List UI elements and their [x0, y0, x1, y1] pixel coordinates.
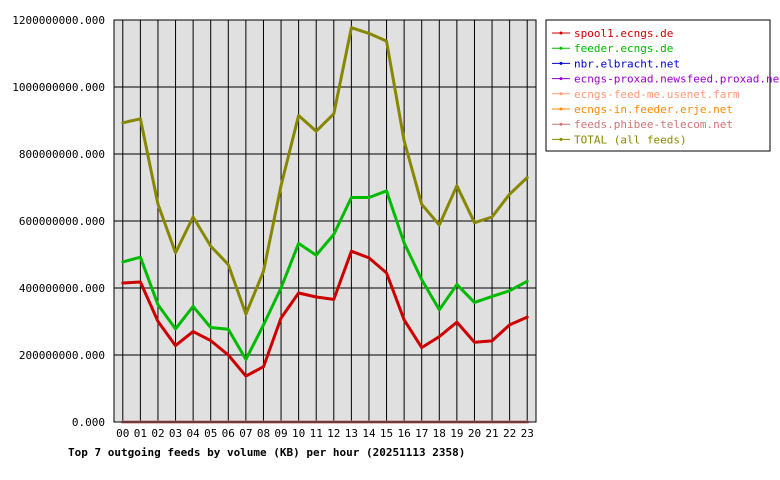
x-tick-label: 11	[310, 427, 323, 440]
legend-label: ecngs-in.feeder.erje.net	[574, 103, 733, 116]
legend-marker	[559, 92, 563, 96]
x-tick-label: 10	[292, 427, 305, 440]
y-tick-label: 800000000.000	[19, 148, 105, 161]
y-tick-label: 200000000.000	[19, 349, 105, 362]
x-tick-label: 23	[521, 427, 534, 440]
plot-border	[113, 19, 537, 423]
x-tick-label: 21	[485, 427, 498, 440]
x-tick-label: 00	[116, 427, 129, 440]
x-tick-label: 17	[415, 427, 428, 440]
legend-label: TOTAL (all feeds)	[574, 133, 687, 146]
legend-label: feeder.ecngs.de	[574, 42, 673, 55]
y-tick-label: 1200000000.000	[12, 14, 105, 27]
x-tick-label: 22	[503, 427, 516, 440]
x-tick-label: 12	[327, 427, 340, 440]
x-tick-label: 14	[362, 427, 376, 440]
y-tick-label: 1000000000.000	[12, 81, 105, 94]
legend-marker	[559, 137, 563, 141]
x-tick-label: 08	[257, 427, 270, 440]
legend-marker	[559, 122, 563, 126]
grid-lines	[114, 19, 536, 423]
x-axis-tick-labels: 00 01 02 03 04 05 06 07 08 09 10 11 12 13 14 15 16 17 18 19…	[116, 427, 534, 440]
x-tick-label: 05	[204, 427, 217, 440]
legend-box	[545, 19, 771, 152]
legend-label: nbr.elbracht.net	[574, 57, 680, 70]
y-tick-label: 400000000.000	[19, 282, 105, 295]
series-line-7	[121, 26, 529, 316]
x-tick-label: 03	[169, 427, 182, 440]
series-line-0	[121, 249, 529, 378]
y-tick-label: 600000000.000	[19, 215, 105, 228]
legend-label: feeds.phibee-telecom.net	[574, 118, 733, 131]
legend-marker	[559, 46, 563, 50]
legend-marker	[559, 107, 563, 111]
legend-label: ecngs-feed-me.usenet.farm	[574, 88, 740, 101]
chart-title: Top 7 outgoing feeds by volume (KB) per …	[68, 446, 465, 459]
x-tick-label: 15	[380, 427, 393, 440]
x-tick-label: 04	[187, 427, 201, 440]
x-tick-label: 07	[239, 427, 252, 440]
x-tick-label: 01	[134, 427, 147, 440]
x-tick-label: 20	[468, 427, 481, 440]
legend-label: spool1.ecngs.de	[574, 27, 673, 40]
legend: spool1.ecngs.de feeder.ecngs.de nbr.elbrac…	[545, 19, 780, 152]
x-tick-label: 13	[345, 427, 358, 440]
x-tick-label: 06	[222, 427, 235, 440]
x-tick-label: 02	[151, 427, 164, 440]
legend-label: ecngs-proxad.newsfeed.proxad.net	[574, 73, 780, 86]
y-axis-tick-labels: 0.000 200000000.000 400000000.000 600000000…	[12, 14, 105, 429]
legend-marker	[559, 61, 563, 65]
y-tick-label: 0.000	[72, 416, 105, 429]
x-tick-label: 16	[398, 427, 411, 440]
x-tick-label: 18	[433, 427, 446, 440]
series-line-1	[121, 189, 529, 361]
x-tick-label: 09	[274, 427, 287, 440]
x-tick-label: 19	[450, 427, 463, 440]
legend-marker	[559, 77, 563, 81]
legend-marker	[559, 31, 563, 35]
